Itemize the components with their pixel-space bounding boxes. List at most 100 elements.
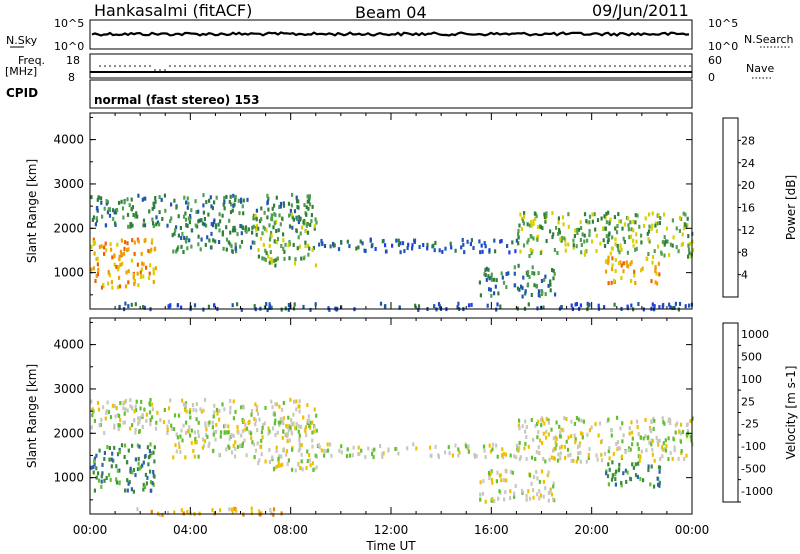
power-echo-cell bbox=[617, 247, 620, 252]
velocity-echo-cell bbox=[657, 482, 660, 487]
power-echo-cell bbox=[671, 306, 674, 311]
power-echo-cell bbox=[399, 250, 402, 255]
power-echo-cell bbox=[119, 262, 122, 267]
power-echo-cell bbox=[90, 267, 93, 272]
nave-dot bbox=[374, 65, 376, 67]
power-echo-cell bbox=[472, 246, 475, 250]
velocity-echo-cell bbox=[574, 437, 577, 442]
velocity-echo-cell bbox=[315, 413, 318, 418]
power-echo-cell bbox=[562, 222, 565, 227]
velocity-echo-cell bbox=[256, 441, 259, 446]
velocity-echo-cell bbox=[603, 451, 607, 456]
velocity-echo-cell bbox=[311, 444, 314, 449]
power-echo-cell bbox=[132, 273, 135, 278]
power-echo-cell bbox=[117, 267, 120, 272]
nave-dot bbox=[129, 65, 131, 67]
power-echo-cell bbox=[103, 251, 106, 256]
velocity-echo-cell bbox=[272, 512, 275, 517]
velocity-echo-cell bbox=[211, 425, 214, 430]
velocity-echo-cell bbox=[599, 440, 603, 445]
power-echo-cell bbox=[134, 302, 137, 307]
power-echo-cell bbox=[197, 209, 200, 214]
power-echo-cell bbox=[273, 239, 276, 244]
velocity-echo-cell bbox=[150, 402, 154, 407]
velocity-echo-cell bbox=[656, 439, 659, 444]
velocity-echo-cell bbox=[304, 425, 308, 430]
velocity-echo-cell bbox=[118, 468, 121, 473]
power-echo-cell bbox=[152, 271, 155, 276]
power-echo-cell bbox=[632, 219, 635, 224]
nave-dot bbox=[484, 65, 486, 67]
power-ylabel: Slant Range [km] bbox=[25, 159, 39, 263]
velocity-colorbar-label: 25 bbox=[741, 395, 755, 408]
velocity-echo-cell bbox=[597, 433, 600, 438]
power-echo-cell bbox=[273, 212, 276, 217]
velocity-echo-cell bbox=[271, 426, 275, 431]
velocity-echo-cell bbox=[220, 430, 223, 435]
power-echo-cell bbox=[236, 302, 239, 307]
velocity-echo-cell bbox=[581, 435, 584, 440]
power-echo-cell bbox=[142, 305, 145, 309]
velocity-echo-cell bbox=[536, 422, 539, 426]
power-echo-cell bbox=[121, 261, 124, 266]
power-echo-cell bbox=[124, 301, 127, 306]
power-echo-cell bbox=[296, 216, 299, 221]
power-echo-cell bbox=[616, 224, 619, 228]
power-echo-cell bbox=[579, 238, 582, 242]
power-echo-cell bbox=[185, 223, 188, 228]
power-echo-cell bbox=[262, 242, 265, 247]
power-echo-cell bbox=[185, 235, 188, 240]
velocity-echo-cell bbox=[538, 451, 541, 455]
nave-dot bbox=[479, 65, 481, 67]
power-echo-cell bbox=[671, 218, 674, 223]
power-echo-cell bbox=[200, 218, 203, 223]
power-echo-cell bbox=[478, 280, 481, 285]
nave-dot bbox=[109, 65, 111, 67]
power-echo-cell bbox=[580, 243, 583, 247]
velocity-echo-cell bbox=[153, 459, 156, 464]
velocity-echo-cell bbox=[258, 509, 261, 514]
nave-dot bbox=[149, 65, 151, 67]
power-echo-cell bbox=[417, 307, 420, 312]
velocity-echo-cell bbox=[237, 430, 240, 435]
power-echo-cell bbox=[120, 199, 123, 204]
velocity-echo-cell bbox=[234, 440, 237, 445]
velocity-echo-cell bbox=[279, 463, 282, 468]
velocity-echo-cell bbox=[232, 506, 236, 511]
velocity-echo-cell bbox=[554, 446, 557, 451]
power-echo-cell bbox=[470, 302, 473, 307]
velocity-echo-cell bbox=[511, 470, 514, 475]
power-echo-cell bbox=[156, 220, 159, 225]
power-echo-cell bbox=[611, 235, 614, 240]
power-echo-cell bbox=[143, 239, 146, 243]
power-echo-cell bbox=[686, 216, 689, 221]
power-echo-cell bbox=[619, 219, 622, 224]
power-echo-cell bbox=[635, 246, 638, 251]
power-echo-cell bbox=[231, 303, 234, 308]
power-echo-cell bbox=[625, 260, 628, 265]
power-echo-cell bbox=[117, 265, 120, 270]
power-echo-cell bbox=[185, 200, 188, 205]
power-echo-cell bbox=[150, 247, 153, 252]
power-echo-cell bbox=[310, 219, 313, 224]
velocity-echo-cell bbox=[213, 403, 216, 408]
velocity-echo-cell bbox=[261, 435, 264, 440]
power-echo-cell bbox=[485, 277, 488, 282]
power-echo-cell bbox=[605, 220, 608, 225]
power-echo-cell bbox=[634, 281, 637, 285]
power-echo-cell bbox=[300, 256, 303, 261]
nave-dot bbox=[134, 65, 136, 67]
nave-dot bbox=[119, 65, 121, 67]
velocity-echo-cell bbox=[636, 442, 639, 447]
power-echo-cell bbox=[496, 302, 499, 307]
velocity-echo-cell bbox=[650, 464, 653, 469]
power-echo-cell bbox=[214, 239, 217, 244]
power-echo-cell bbox=[318, 242, 321, 247]
velocity-echo-cell bbox=[207, 443, 210, 448]
velocity-echo-cell bbox=[127, 481, 130, 486]
velocity-echo-cell bbox=[600, 452, 603, 457]
velocity-echo-cell bbox=[173, 510, 176, 515]
velocity-echo-cell bbox=[608, 446, 611, 451]
power-echo-cell bbox=[231, 249, 234, 254]
velocity-echo-cell bbox=[147, 455, 150, 460]
